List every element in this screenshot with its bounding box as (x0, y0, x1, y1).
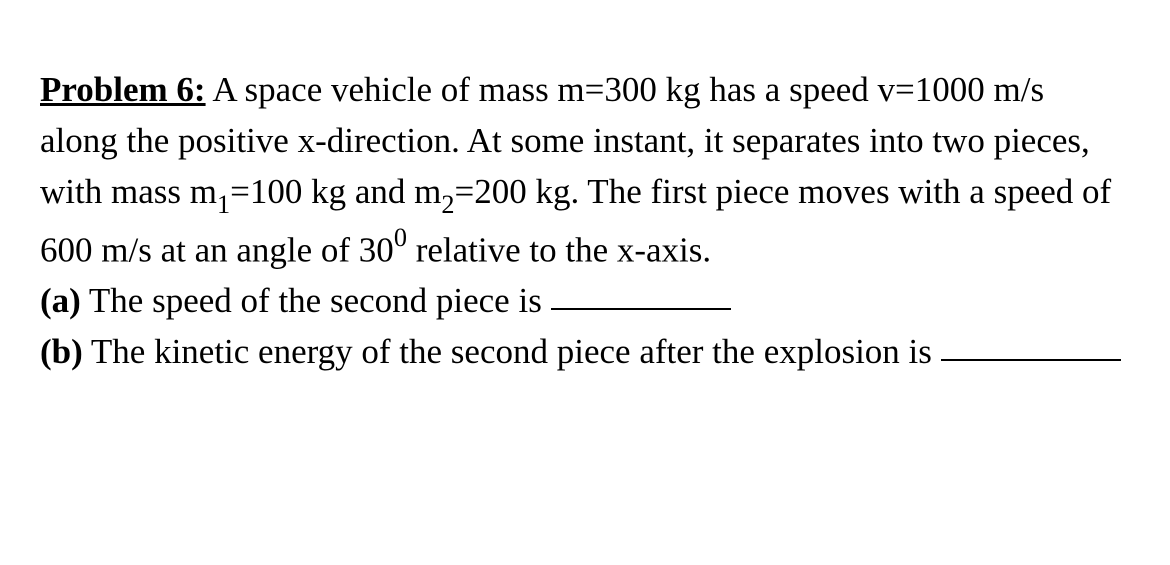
blank-a (551, 308, 731, 310)
blank-b (941, 359, 1121, 361)
text-segment-4: relative to the x-axis. (407, 230, 711, 269)
superscript-degree: 0 (394, 223, 407, 252)
part-a-text: The speed of the second piece is (81, 281, 551, 320)
problem-label: Problem 6: (40, 70, 206, 109)
subscript-1: 1 (217, 190, 230, 219)
text-segment-2: =100 kg and m (230, 172, 441, 211)
problem-body: Problem 6: A space vehicle of mass m=300… (40, 65, 1130, 377)
subscript-2: 2 (441, 190, 454, 219)
part-b-label: (b) (40, 332, 83, 371)
part-a-label: (a) (40, 281, 81, 320)
part-b-text: The kinetic energy of the second piece a… (83, 332, 941, 371)
